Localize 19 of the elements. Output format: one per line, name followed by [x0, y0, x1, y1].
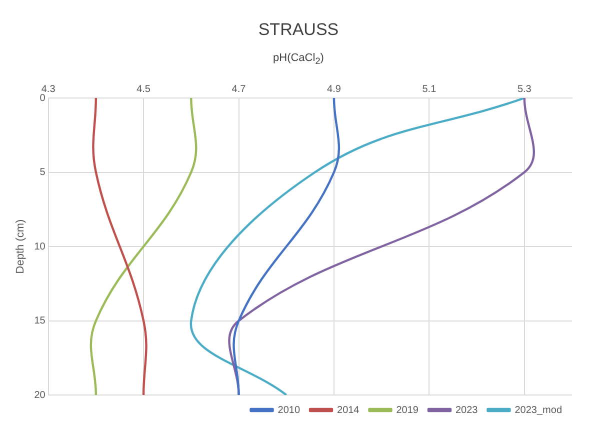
x-tick-label: 4.5: [136, 84, 151, 95]
y-tick-label: 0: [40, 92, 46, 104]
y-axis-title: Depth (cm): [14, 219, 27, 274]
legend-label: 2014: [337, 404, 360, 416]
x-tick-label: 4.9: [327, 84, 342, 95]
x-tick-label: 4.3: [41, 84, 56, 95]
x-tick-label: 5.3: [517, 84, 532, 95]
y-tick-label: 10: [34, 241, 46, 252]
y-tick-label: 5: [40, 167, 46, 178]
legend-label: 2019: [396, 404, 419, 416]
x-tick-label: 5.1: [422, 84, 437, 95]
legend-label: 2023_mod: [514, 404, 562, 416]
y-tick-label: 20: [34, 390, 46, 401]
legend-label: 2010: [278, 404, 300, 416]
chart-title: STRAUSS: [257, 20, 340, 40]
legend-label: 2023: [455, 404, 478, 416]
x-axis-title: pH(CaCl$_{2}$): [272, 52, 325, 66]
y-tick-label: 15: [34, 316, 46, 326]
x-tick-label: 4.7: [232, 84, 246, 95]
